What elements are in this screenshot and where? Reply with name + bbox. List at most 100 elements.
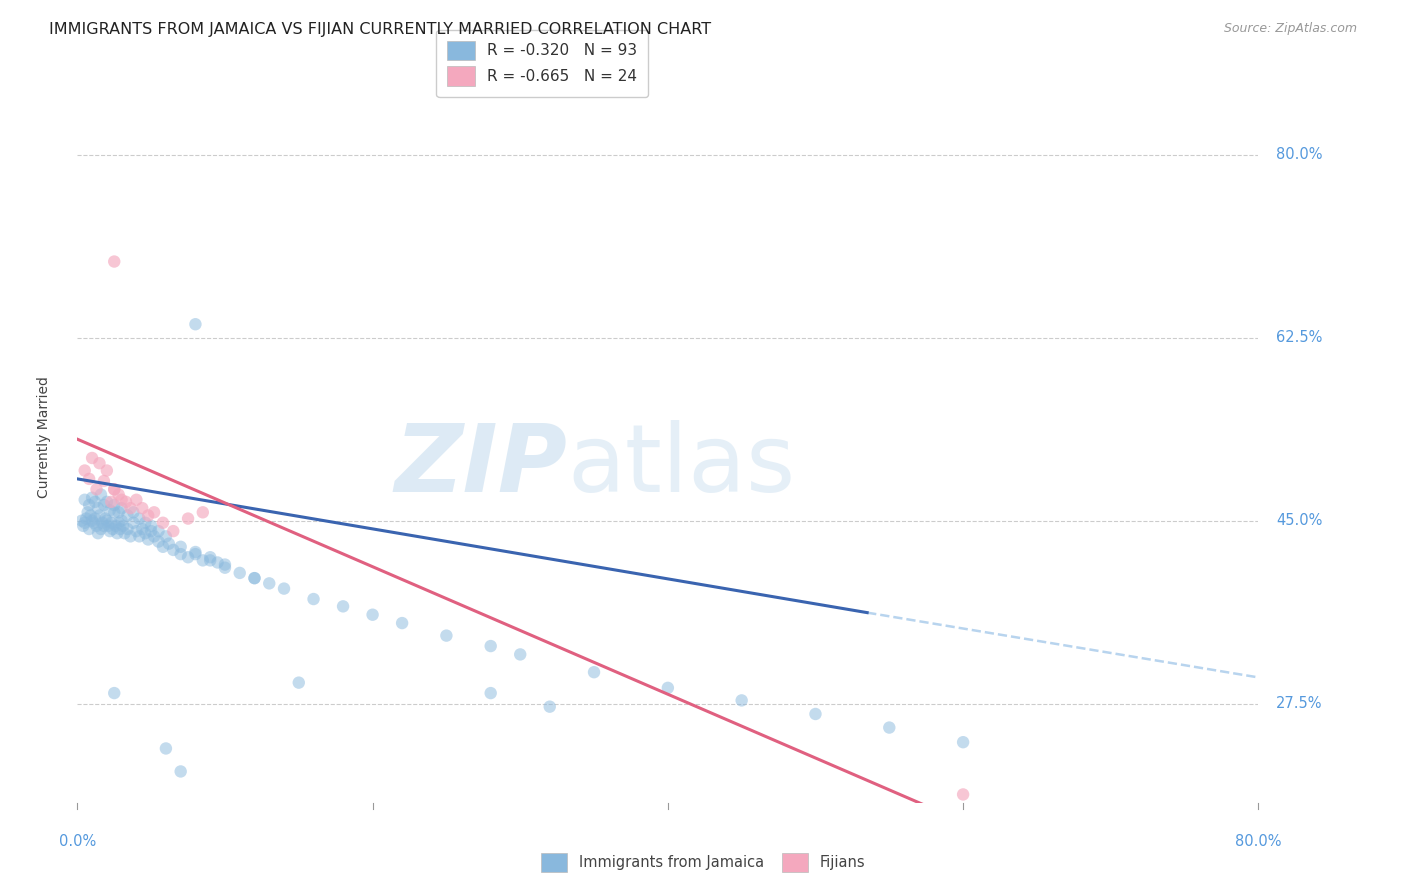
Text: ZIP: ZIP xyxy=(395,420,568,512)
Point xyxy=(243,571,266,585)
Point xyxy=(141,519,163,533)
Point xyxy=(152,516,174,530)
Point xyxy=(162,524,184,538)
Point xyxy=(93,474,115,488)
Point xyxy=(200,553,222,567)
Point xyxy=(952,788,974,802)
Point xyxy=(100,495,122,509)
Point xyxy=(143,505,166,519)
Text: Currently Married: Currently Married xyxy=(38,376,51,498)
Point xyxy=(332,599,354,614)
Text: Source: ZipAtlas.com: Source: ZipAtlas.com xyxy=(1223,22,1357,36)
Point xyxy=(184,545,207,559)
Point xyxy=(107,487,129,501)
Point xyxy=(98,524,121,538)
Point xyxy=(155,741,177,756)
Point xyxy=(177,511,200,525)
Point xyxy=(214,558,236,572)
Point xyxy=(98,503,121,517)
Point xyxy=(125,524,148,538)
Point xyxy=(184,317,207,331)
Point xyxy=(170,547,193,561)
Point xyxy=(136,533,159,547)
Point xyxy=(200,550,222,565)
Text: 80.0%: 80.0% xyxy=(1234,834,1282,849)
Point xyxy=(141,524,163,538)
Point xyxy=(273,582,295,596)
Point xyxy=(104,519,127,533)
Point xyxy=(107,505,129,519)
Point xyxy=(259,576,281,591)
Point xyxy=(84,495,107,509)
Point xyxy=(952,735,974,749)
Point xyxy=(731,693,754,707)
Point xyxy=(243,571,266,585)
Point xyxy=(103,254,125,268)
Point xyxy=(120,501,142,516)
Point xyxy=(100,516,122,530)
Point xyxy=(361,607,384,622)
Point xyxy=(96,495,118,509)
Point xyxy=(103,505,125,519)
Point xyxy=(107,516,129,530)
Point xyxy=(111,514,132,528)
Point xyxy=(93,519,115,533)
Point xyxy=(128,529,150,543)
Point xyxy=(79,508,101,523)
Point xyxy=(170,764,193,779)
Point xyxy=(96,514,118,528)
Point xyxy=(479,639,502,653)
Point xyxy=(73,463,96,477)
Point xyxy=(170,540,193,554)
Point xyxy=(804,706,827,721)
Point xyxy=(143,529,166,543)
Point xyxy=(77,472,100,486)
Point xyxy=(89,456,111,470)
Text: 0.0%: 0.0% xyxy=(59,834,96,849)
Point xyxy=(125,492,148,507)
Point xyxy=(91,516,114,530)
Point xyxy=(177,550,200,565)
Point xyxy=(879,721,901,735)
Point xyxy=(191,505,214,519)
Point xyxy=(93,498,115,512)
Text: IMMIGRANTS FROM JAMAICA VS FIJIAN CURRENTLY MARRIED CORRELATION CHART: IMMIGRANTS FROM JAMAICA VS FIJIAN CURREN… xyxy=(49,22,711,37)
Point xyxy=(87,501,110,516)
Point xyxy=(148,534,170,549)
Point xyxy=(101,522,124,536)
Point xyxy=(117,508,139,523)
Point xyxy=(103,483,125,497)
Point xyxy=(136,508,159,523)
Point xyxy=(228,566,252,580)
Point xyxy=(134,526,156,541)
Point xyxy=(103,686,125,700)
Point xyxy=(105,526,128,541)
Point xyxy=(96,463,118,477)
Point xyxy=(583,665,606,680)
Point xyxy=(82,514,104,528)
Point xyxy=(103,483,125,497)
Point xyxy=(89,508,111,523)
Point xyxy=(86,519,108,533)
Point xyxy=(75,511,97,525)
Point xyxy=(82,491,104,505)
Point xyxy=(94,511,117,525)
Point xyxy=(76,505,98,519)
Text: 62.5%: 62.5% xyxy=(1277,330,1323,345)
Point xyxy=(111,501,132,516)
Point xyxy=(538,699,561,714)
Point xyxy=(115,495,138,509)
Point xyxy=(436,629,458,643)
Point xyxy=(157,536,180,550)
Point xyxy=(72,519,94,533)
Point xyxy=(214,560,236,574)
Point xyxy=(131,501,153,516)
Point xyxy=(122,505,145,519)
Point xyxy=(288,675,311,690)
Point xyxy=(90,487,112,501)
Point xyxy=(152,540,174,554)
Point xyxy=(82,450,104,465)
Point xyxy=(207,556,229,570)
Point xyxy=(134,516,156,530)
Point xyxy=(148,524,170,538)
